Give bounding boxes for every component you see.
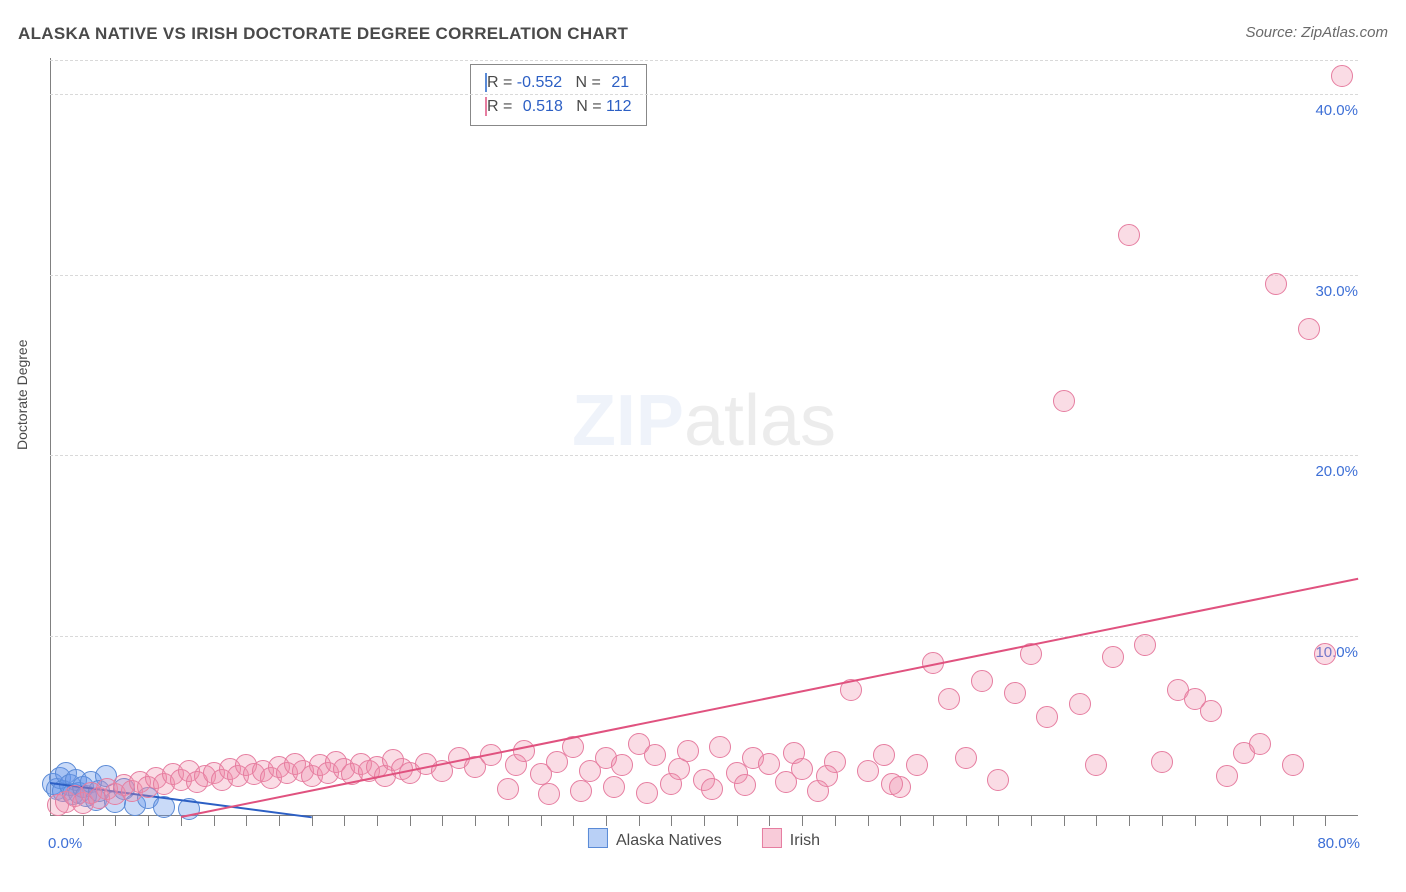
x-tick-mark	[410, 816, 411, 826]
y-tick-label: 30.0%	[1315, 283, 1358, 300]
data-point	[1331, 65, 1353, 87]
x-tick-mark	[1325, 816, 1326, 826]
data-point	[1053, 390, 1075, 412]
data-point	[1134, 634, 1156, 656]
data-point	[816, 765, 838, 787]
data-point	[1265, 273, 1287, 295]
data-point	[1004, 682, 1026, 704]
legend-item-irish: Irish	[762, 828, 820, 850]
legend-item-alaska: Alaska Natives	[588, 828, 722, 850]
watermark: ZIPatlas	[572, 380, 836, 462]
y-tick-label: 40.0%	[1315, 102, 1358, 119]
data-point	[1314, 643, 1336, 665]
data-point	[1102, 646, 1124, 668]
data-point	[734, 774, 756, 796]
data-point	[513, 740, 535, 762]
data-point	[1036, 706, 1058, 728]
x-tick-mark	[1293, 816, 1294, 826]
x-tick-mark	[900, 816, 901, 826]
x-tick-mark	[344, 816, 345, 826]
x-tick-mark	[377, 816, 378, 826]
gridline	[50, 94, 1358, 95]
data-point	[971, 670, 993, 692]
x-tick-mark	[1260, 816, 1261, 826]
gridline	[50, 455, 1358, 456]
data-point	[1118, 224, 1140, 246]
x-tick-mark	[1096, 816, 1097, 826]
x-tick-mark	[1162, 816, 1163, 826]
chart-title: ALASKA NATIVE VS IRISH DOCTORATE DEGREE …	[18, 24, 628, 44]
x-tick-mark	[312, 816, 313, 826]
y-tick-label: 20.0%	[1315, 463, 1358, 480]
data-point	[987, 769, 1009, 791]
data-point	[955, 747, 977, 769]
x-tick-mark	[442, 816, 443, 826]
x-tick-mark	[1031, 816, 1032, 826]
data-point	[1298, 318, 1320, 340]
data-point	[1216, 765, 1238, 787]
x-tick-end: 80.0%	[1317, 835, 1360, 852]
data-point	[636, 782, 658, 804]
data-point	[538, 783, 560, 805]
data-point	[1085, 754, 1107, 776]
gridline	[50, 636, 1358, 637]
x-tick-mark	[214, 816, 215, 826]
x-tick-mark	[279, 816, 280, 826]
x-tick-mark	[573, 816, 574, 826]
x-tick-mark	[671, 816, 672, 826]
x-tick-mark	[541, 816, 542, 826]
x-tick-mark	[835, 816, 836, 826]
x-tick-mark	[606, 816, 607, 826]
data-point	[857, 760, 879, 782]
data-point	[1151, 751, 1173, 773]
y-axis-line	[50, 58, 51, 816]
x-tick-mark	[933, 816, 934, 826]
data-point	[791, 758, 813, 780]
x-tick-mark	[1129, 816, 1130, 826]
x-tick-mark	[639, 816, 640, 826]
data-point	[758, 753, 780, 775]
x-tick-mark	[1064, 816, 1065, 826]
data-point	[570, 780, 592, 802]
data-point	[1069, 693, 1091, 715]
x-tick-mark	[998, 816, 999, 826]
data-point	[644, 744, 666, 766]
chart-legend: Alaska Natives Irish	[588, 828, 820, 850]
data-point	[709, 736, 731, 758]
data-point	[906, 754, 928, 776]
data-point	[1249, 733, 1271, 755]
data-point	[938, 688, 960, 710]
scatter-plot: ZIPatlas R = -0.552 N = 21 R = 0.518 N =…	[50, 58, 1358, 848]
data-point	[701, 778, 723, 800]
x-tick-mark	[83, 816, 84, 826]
x-tick-mark	[737, 816, 738, 826]
gridline	[50, 60, 1358, 61]
data-point	[677, 740, 699, 762]
source-label: Source: ZipAtlas.com	[1245, 24, 1388, 41]
x-tick-start: 0.0%	[48, 835, 82, 852]
x-tick-mark	[769, 816, 770, 826]
x-tick-mark	[246, 816, 247, 826]
data-point	[603, 776, 625, 798]
y-axis-label: Doctorate Degree	[14, 339, 30, 450]
x-tick-mark	[1227, 816, 1228, 826]
data-point	[873, 744, 895, 766]
data-point	[1200, 700, 1222, 722]
x-tick-mark	[475, 816, 476, 826]
x-tick-mark	[704, 816, 705, 826]
x-tick-mark	[508, 816, 509, 826]
x-tick-mark	[966, 816, 967, 826]
x-tick-mark	[802, 816, 803, 826]
x-tick-mark	[1195, 816, 1196, 826]
data-point	[611, 754, 633, 776]
gridline	[50, 275, 1358, 276]
x-tick-mark	[148, 816, 149, 826]
x-tick-mark	[868, 816, 869, 826]
data-point	[1282, 754, 1304, 776]
data-point	[497, 778, 519, 800]
x-tick-mark	[115, 816, 116, 826]
data-point	[881, 773, 903, 795]
